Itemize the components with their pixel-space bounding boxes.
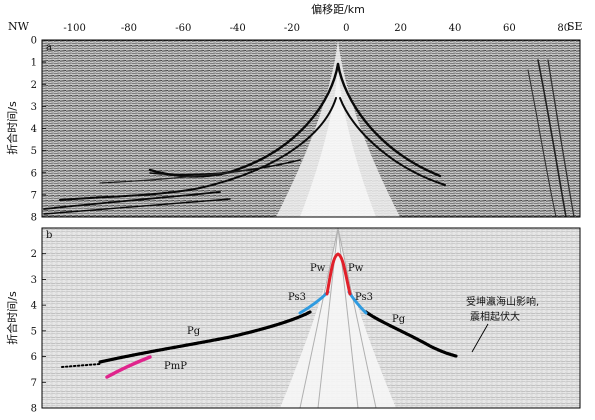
panel-a: a 0 1 2 3 4 5 6 7 8 折合时间/s	[5, 36, 581, 224]
y-tick-label: 6	[31, 352, 37, 363]
pg-right-label: Pg	[392, 314, 406, 325]
y-tick-label: 8	[31, 213, 37, 224]
y-tick-label: 8	[31, 404, 37, 415]
x-tick-label: 60	[503, 23, 516, 34]
top-axis-title: 偏移距/km	[311, 2, 365, 16]
x-tick-label: -40	[230, 23, 246, 34]
panel-a-ylabel: 折合时间/s	[5, 101, 19, 155]
y-tick-label: 4	[31, 124, 37, 135]
x-tick-label: 20	[394, 23, 407, 34]
x-tick-label: 0	[343, 23, 349, 34]
panel-b-y-ticks: 2 3 4 5 6 7 8	[31, 249, 46, 415]
panel-a-label: a	[46, 42, 52, 53]
y-tick-label: 7	[31, 378, 37, 389]
se-label: SE	[567, 20, 583, 33]
x-tick-label: -100	[63, 23, 85, 34]
y-tick-label: 5	[31, 326, 37, 337]
pmp-pick	[105, 355, 152, 379]
pg-left-tail	[61, 363, 101, 368]
y-tick-label: 7	[31, 190, 37, 201]
pg-right-pick	[364, 310, 458, 358]
x-tick-label: 40	[449, 23, 462, 34]
x-tick-labels: -100 -80 -60 -40 -20 0 20 40 60 80	[63, 23, 570, 34]
pw-right-label: Pw	[348, 263, 364, 274]
panel-a-y-ticks: 0 1 2 3 4 5 6 7 8	[31, 36, 46, 224]
x-tick-label: -20	[284, 23, 300, 34]
panel-b: b Pg Pg Ps3 Ps3 Pw Pw PmP 受坤瀛海山影响, 震相起伏大…	[5, 227, 581, 415]
annotation-leader-line	[471, 323, 489, 353]
panel-a-reflections	[43, 40, 575, 217]
ps3-right-label: Ps3	[355, 292, 373, 303]
phase-picks	[61, 252, 458, 379]
pmp-label: PmP	[164, 361, 187, 372]
x-tick-label: 80	[557, 23, 570, 34]
y-tick-label: 4	[31, 301, 37, 312]
ps3-left-label: Ps3	[288, 292, 306, 303]
annotation-line-1: 受坤瀛海山影响,	[466, 295, 539, 308]
y-tick-label: 3	[31, 102, 37, 113]
nw-label: NW	[8, 20, 30, 33]
annotation-line-2: 震相起伏大	[470, 310, 520, 323]
y-tick-label: 0	[31, 36, 37, 47]
y-tick-label: 2	[31, 249, 37, 260]
x-tick-label: -80	[121, 23, 137, 34]
pg-left-pick	[98, 310, 312, 364]
panel-b-ylabel: 折合时间/s	[5, 291, 19, 345]
pg-left-label: Pg	[187, 326, 201, 337]
y-tick-label: 2	[31, 80, 37, 91]
y-tick-label: 5	[31, 146, 37, 157]
pw-left-label: Pw	[310, 263, 326, 274]
pw-pick	[325, 252, 352, 296]
y-tick-label: 1	[31, 58, 37, 69]
x-tick-label: -60	[175, 23, 191, 34]
y-tick-label: 3	[31, 275, 37, 286]
y-tick-label: 6	[31, 168, 37, 179]
panel-b-label: b	[46, 230, 52, 241]
